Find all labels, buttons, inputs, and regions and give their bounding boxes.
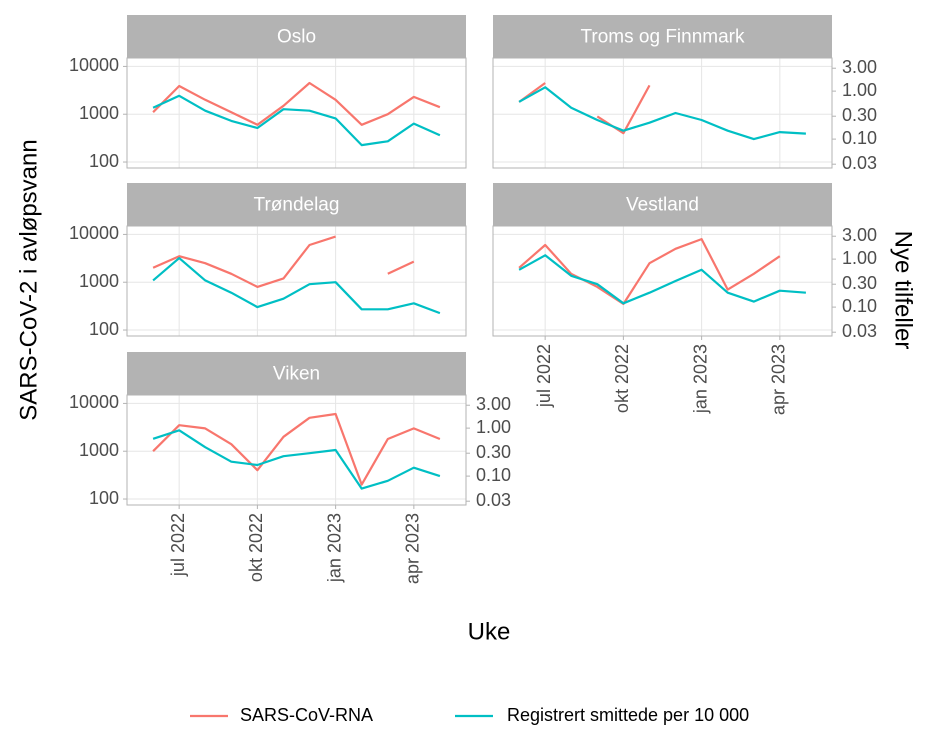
panel-background bbox=[127, 226, 466, 336]
strip bbox=[127, 183, 466, 226]
y2-tick-label: 0.10 bbox=[842, 128, 877, 148]
legend-label: Registrert smittede per 10 000 bbox=[507, 705, 749, 725]
panel-background bbox=[493, 226, 832, 336]
strip-title: Oslo bbox=[277, 27, 316, 48]
series-line bbox=[152, 81, 441, 126]
x-tick-label: okt 2022 bbox=[246, 513, 266, 582]
strip bbox=[493, 183, 832, 226]
strip-title: Vestland bbox=[626, 195, 699, 216]
y2-tick-label: 1.00 bbox=[842, 80, 877, 100]
strip bbox=[127, 352, 466, 395]
y2-tick-label: 1.00 bbox=[842, 248, 877, 268]
y2-tick-label: 1.00 bbox=[476, 417, 511, 437]
panel-background bbox=[493, 58, 832, 168]
y2-tick-label: 3.00 bbox=[476, 394, 511, 414]
strip-title: Troms og Finnmark bbox=[581, 27, 745, 48]
y-tick-label: 100 bbox=[89, 319, 119, 339]
series-line bbox=[518, 238, 781, 306]
x-axis-title: Uke bbox=[468, 618, 511, 645]
y-tick-label: 1000 bbox=[79, 103, 119, 123]
y-axis-title: SARS-CoV-2 i avløpsvann bbox=[15, 139, 42, 420]
y2-tick-label: 0.30 bbox=[842, 273, 877, 293]
y-tick-label: 100 bbox=[89, 151, 119, 171]
x-tick-label: apr 2023 bbox=[769, 344, 789, 415]
y2-tick-label: 0.10 bbox=[476, 465, 511, 485]
x-tick-label: jan 2023 bbox=[324, 513, 344, 583]
series-line bbox=[152, 94, 441, 147]
y2-tick-label: 0.03 bbox=[842, 321, 877, 341]
series-line bbox=[152, 257, 441, 315]
y2-tick-label: 0.30 bbox=[476, 442, 511, 462]
y-tick-label: 1000 bbox=[79, 271, 119, 291]
strip-title: Trøndelag bbox=[254, 195, 340, 216]
y2-tick-label: 0.30 bbox=[842, 105, 877, 125]
x-tick-label: jul 2022 bbox=[168, 513, 188, 577]
y2-axis-title: Nye tilfeller bbox=[890, 231, 917, 350]
series-line bbox=[152, 235, 415, 288]
series-line bbox=[518, 254, 806, 305]
legend-label: SARS-CoV-RNA bbox=[240, 705, 373, 725]
y2-tick-label: 0.03 bbox=[842, 153, 877, 173]
y-tick-label: 10000 bbox=[69, 55, 119, 75]
x-tick-label: jul 2022 bbox=[534, 344, 554, 408]
series-line bbox=[152, 412, 441, 486]
strip-title: Viken bbox=[273, 364, 320, 385]
y-tick-label: 10000 bbox=[69, 223, 119, 243]
y2-tick-label: 0.10 bbox=[842, 296, 877, 316]
y-tick-label: 1000 bbox=[79, 440, 119, 460]
y2-tick-label: 3.00 bbox=[842, 225, 877, 245]
y2-tick-label: 0.03 bbox=[476, 490, 511, 510]
x-tick-label: okt 2022 bbox=[612, 344, 632, 413]
panel-background bbox=[127, 58, 466, 168]
strip bbox=[127, 15, 466, 58]
series-line bbox=[152, 429, 441, 490]
series-line bbox=[518, 86, 806, 141]
panel-background bbox=[127, 395, 466, 505]
x-tick-label: apr 2023 bbox=[403, 513, 423, 584]
y2-tick-label: 3.00 bbox=[842, 57, 877, 77]
y-tick-label: 100 bbox=[89, 488, 119, 508]
strip bbox=[493, 15, 832, 58]
x-tick-label: jan 2023 bbox=[690, 344, 710, 414]
y-tick-label: 10000 bbox=[69, 392, 119, 412]
